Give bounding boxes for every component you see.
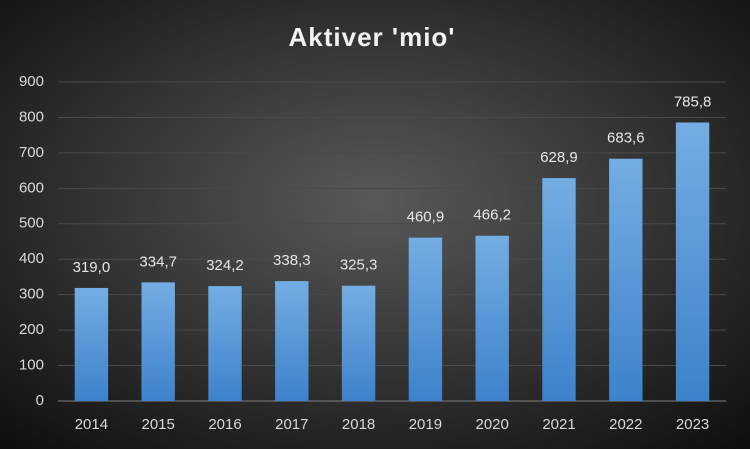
bar — [341, 285, 376, 401]
chart-title: Aktiver 'mio' — [289, 22, 456, 52]
x-tick-label: 2019 — [409, 416, 442, 433]
y-tick-label: 100 — [19, 357, 44, 374]
value-label: 460,9 — [407, 209, 445, 226]
y-tick-label: 700 — [19, 144, 44, 161]
value-label: 338,3 — [273, 252, 311, 269]
y-tick-label: 600 — [19, 179, 44, 196]
value-label: 324,2 — [206, 257, 244, 274]
value-label: 466,2 — [473, 207, 511, 224]
bar — [542, 178, 576, 401]
value-label: 334,7 — [139, 253, 177, 270]
y-tick-label: 200 — [19, 321, 44, 338]
bar — [408, 237, 443, 401]
x-tick-label: 2016 — [208, 416, 241, 433]
x-tick-label: 2023 — [676, 416, 709, 433]
x-tick-label: 2020 — [476, 416, 509, 433]
x-tick-label: 2015 — [142, 416, 175, 433]
y-tick-label: 900 — [19, 73, 44, 90]
y-tick-label: 800 — [19, 108, 44, 125]
bar — [141, 282, 175, 401]
bar — [275, 281, 309, 401]
y-tick-label: 0 — [36, 392, 44, 409]
bar — [609, 158, 643, 401]
bar — [208, 286, 242, 401]
x-tick-label: 2022 — [609, 416, 642, 433]
value-label: 683,6 — [607, 130, 645, 147]
bar — [475, 235, 509, 401]
x-tick-label: 2017 — [275, 416, 308, 433]
y-tick-label: 500 — [19, 215, 44, 232]
x-tick-label: 2014 — [75, 416, 108, 433]
bar — [74, 287, 109, 401]
bar — [675, 122, 710, 402]
y-tick-label: 300 — [19, 286, 44, 303]
value-label: 628,9 — [540, 149, 578, 166]
value-label: 785,8 — [674, 93, 712, 110]
x-tick-label: 2021 — [542, 416, 575, 433]
y-tick-label: 400 — [19, 250, 44, 267]
value-label: 325,3 — [340, 257, 378, 274]
x-tick-label: 2018 — [342, 416, 375, 433]
value-label: 319,0 — [73, 259, 111, 276]
